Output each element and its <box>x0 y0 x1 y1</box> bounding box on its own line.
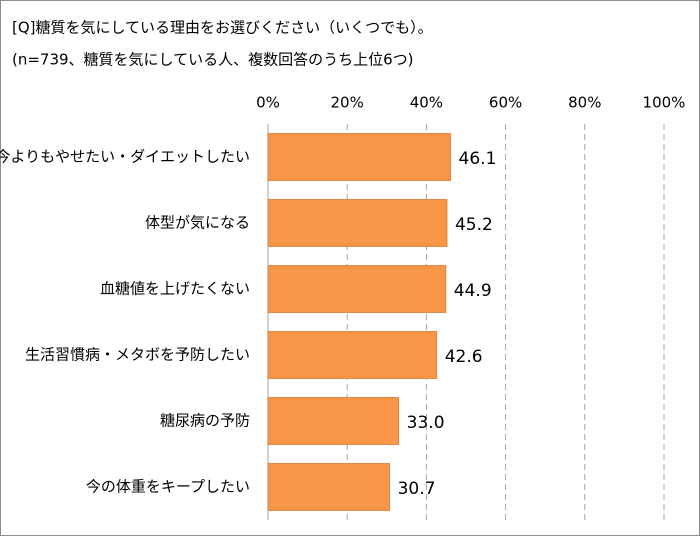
chart-title: [Q]糖質を気にしている理由をお選びください（いくつでも）。 <box>12 19 433 37</box>
y-tick-label: 生活習慣病・メタボを予防したい <box>25 346 250 364</box>
x-tick-label: 60% <box>489 94 522 112</box>
bar <box>267 331 438 379</box>
value-label: 44.9 <box>454 281 492 301</box>
bar <box>267 265 447 313</box>
y-tick-label: 今の体重をキープしたい <box>86 478 250 496</box>
x-tick-label: 100% <box>643 94 686 112</box>
x-tick-label: 0% <box>256 94 280 112</box>
value-label: 30.7 <box>398 479 436 499</box>
value-label: 45.2 <box>455 215 493 235</box>
y-tick-label: 血糖値を上げたくない <box>100 280 250 298</box>
x-tick-label: 80% <box>568 94 601 112</box>
x-tick-label: 20% <box>331 94 364 112</box>
bar <box>267 463 390 511</box>
value-label: 46.1 <box>459 149 497 169</box>
bar <box>267 397 400 445</box>
chart-subtitle: (n=739、糖質を気にしている人、複数回答のうち上位6つ) <box>12 51 414 69</box>
y-tick-label: 今よりもやせたい・ダイエットしたい <box>0 148 250 166</box>
value-label: 33.0 <box>407 413 445 433</box>
y-tick-label: 糖尿病の予防 <box>160 412 250 430</box>
bar <box>267 199 448 247</box>
x-tick-label: 40% <box>410 94 443 112</box>
y-tick-label: 体型が気になる <box>145 214 250 232</box>
bar <box>267 133 451 181</box>
value-label: 42.6 <box>445 347 483 367</box>
